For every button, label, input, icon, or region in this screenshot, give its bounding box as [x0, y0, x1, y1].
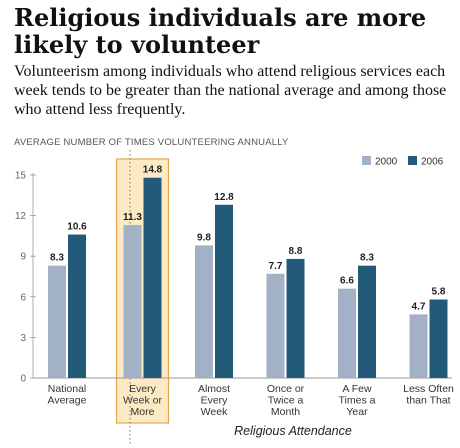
bar-chart: AVERAGE NUMBER OF TIMES VOLUNTEERING ANN…	[14, 137, 454, 446]
chart-subtitle: Volunteerism among individuals who atten…	[14, 63, 447, 118]
y-tick-label: 0	[20, 374, 26, 385]
data-label: 8.3	[360, 253, 374, 264]
bar-2000	[409, 314, 428, 378]
data-label: 5.8	[432, 287, 446, 298]
data-label: 14.8	[143, 165, 163, 176]
bar-2006	[286, 258, 305, 378]
category-label: Every Week or More	[123, 383, 162, 418]
data-label: 4.7	[412, 301, 426, 312]
legend-label-2000: 2000	[375, 157, 398, 168]
legend-swatch-2006	[408, 156, 417, 165]
data-label: 10.6	[67, 222, 87, 233]
data-label: 6.6	[340, 276, 354, 287]
category-label: Almost Every Week	[198, 383, 230, 418]
x-axis-label: Religious Attendance	[234, 424, 352, 438]
bar-2006	[143, 177, 162, 378]
bar-2006	[429, 299, 448, 378]
category-label: Once or Twice a Month	[267, 383, 305, 418]
legend-swatch-2000	[362, 156, 371, 165]
bar-2000	[195, 245, 213, 378]
y-axis-label: AVERAGE NUMBER OF TIMES VOLUNTEERING ANN…	[14, 137, 289, 148]
y-tick-label: 6	[20, 292, 26, 303]
chart-title: Religious individuals are more likely to…	[14, 3, 427, 59]
chart-area: AVERAGE NUMBER OF TIMES VOLUNTEERING ANN…	[0, 128, 460, 448]
data-label: 11.3	[123, 212, 142, 223]
bar-2000	[48, 265, 66, 378]
bar-2000	[338, 288, 356, 378]
bar-2006	[68, 234, 86, 378]
data-label: 8.8	[289, 246, 303, 257]
y-tick-label: 15	[15, 171, 27, 182]
category-label: A Few Times a Year	[339, 383, 376, 418]
data-label: 8.3	[50, 253, 64, 264]
data-label: 9.8	[197, 232, 211, 243]
y-tick-label: 3	[20, 333, 26, 344]
category-label: National Average	[48, 383, 87, 407]
bar-2006	[358, 265, 376, 378]
y-tick-label: 9	[20, 252, 26, 263]
bar-2006	[215, 204, 233, 378]
legend-label-2006: 2006	[421, 157, 444, 168]
bar-2000	[123, 225, 142, 378]
data-label: 7.7	[269, 261, 283, 272]
bar-2000	[266, 273, 285, 378]
category-label: Less Often than That	[403, 383, 454, 407]
y-tick-label: 12	[15, 211, 27, 222]
data-label: 12.8	[214, 192, 234, 203]
